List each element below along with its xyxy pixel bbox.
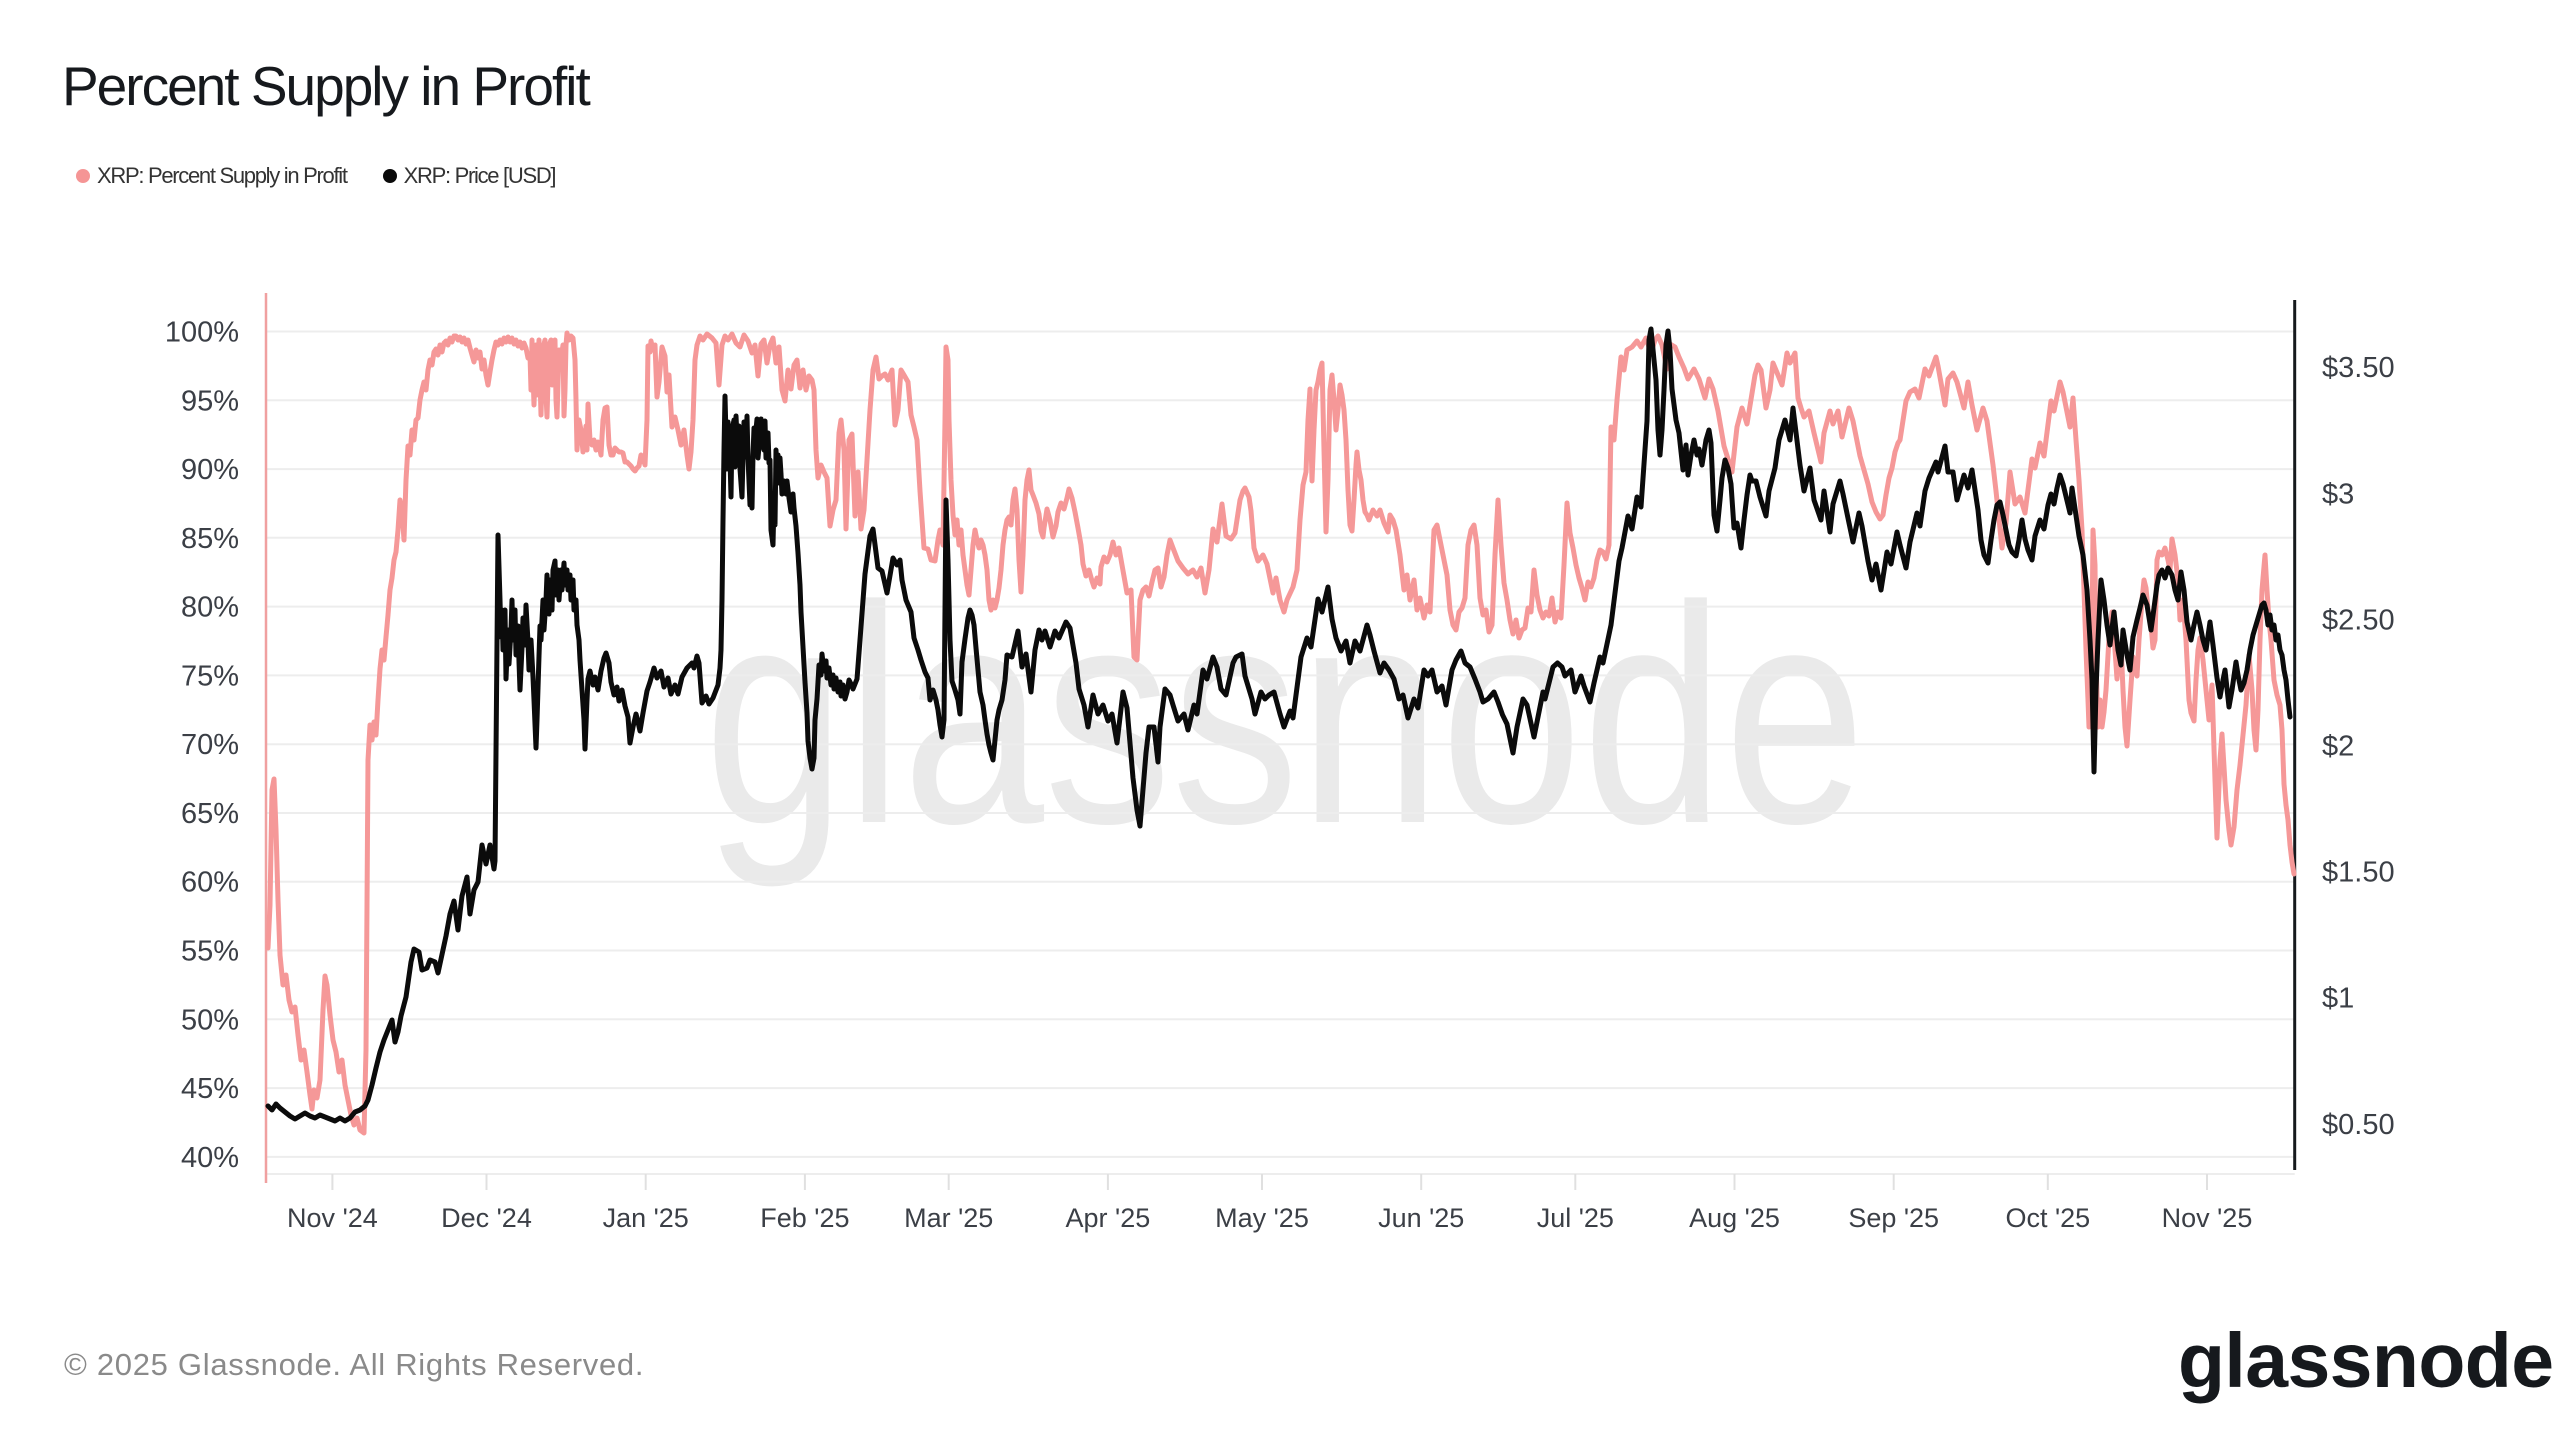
svg-text:$2.50: $2.50 [2322,604,2395,636]
svg-text:Mar '25: Mar '25 [904,1203,993,1233]
svg-text:$1: $1 [2322,983,2354,1015]
svg-text:Dec '24: Dec '24 [441,1203,532,1233]
svg-text:$3.50: $3.50 [2322,352,2395,384]
svg-text:Jun '25: Jun '25 [1378,1203,1464,1233]
svg-text:100%: 100% [165,317,239,349]
svg-text:Feb '25: Feb '25 [760,1203,849,1233]
svg-text:85%: 85% [181,523,239,555]
svg-text:Aug '25: Aug '25 [1689,1203,1780,1233]
svg-text:$3: $3 [2322,478,2354,510]
svg-text:60%: 60% [181,867,239,899]
svg-text:55%: 55% [181,936,239,968]
svg-text:$2: $2 [2322,731,2354,763]
svg-text:75%: 75% [181,660,239,692]
svg-text:45%: 45% [181,1073,239,1105]
svg-text:95%: 95% [181,385,239,417]
svg-text:80%: 80% [181,592,239,624]
svg-text:40%: 40% [181,1142,239,1174]
svg-text:Nov '25: Nov '25 [2162,1203,2253,1233]
svg-text:$0.50: $0.50 [2322,1109,2395,1141]
svg-text:70%: 70% [181,729,239,761]
svg-text:50%: 50% [181,1004,239,1036]
svg-text:May '25: May '25 [1215,1203,1309,1233]
svg-text:Apr '25: Apr '25 [1066,1203,1151,1233]
svg-text:Nov '24: Nov '24 [287,1203,378,1233]
svg-text:Jul '25: Jul '25 [1537,1203,1614,1233]
svg-text:90%: 90% [181,454,239,486]
svg-text:65%: 65% [181,798,239,830]
svg-text:Sep '25: Sep '25 [1848,1203,1939,1233]
svg-text:Jan '25: Jan '25 [603,1203,689,1233]
svg-text:Oct '25: Oct '25 [2005,1203,2090,1233]
svg-text:$1.50: $1.50 [2322,857,2395,889]
